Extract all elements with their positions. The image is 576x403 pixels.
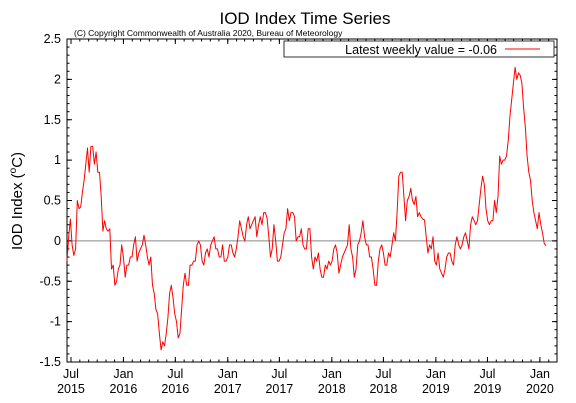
y-tick-label: 0.5 xyxy=(44,194,61,208)
y-axis-label-unit: C) xyxy=(9,152,26,168)
legend-label: Latest weekly value = -0.06 xyxy=(345,43,497,57)
x-tick-month: Jul xyxy=(375,367,391,381)
x-tick-month: Jan xyxy=(530,367,550,381)
x-tick-month: Jan xyxy=(218,367,238,381)
x-tick-month: Jul xyxy=(63,367,79,381)
plot-frame xyxy=(66,38,558,363)
chart-title: IOD Index Time Series xyxy=(219,9,390,28)
y-axis-label-degree: o xyxy=(8,167,19,173)
x-tick-year: 2017 xyxy=(214,382,242,396)
iod-series-line xyxy=(66,66,547,351)
x-axis: Jul2015Jan2016Jul2016Jan2017Jul2017Jan20… xyxy=(57,39,558,396)
y-tick-label: 2.5 xyxy=(44,32,61,46)
x-tick-year: 2018 xyxy=(369,382,397,396)
x-tick-month: Jul xyxy=(167,367,183,381)
y-axis-label-main: IOD Index ( xyxy=(9,173,26,250)
x-tick-year: 2015 xyxy=(57,382,85,396)
x-tick-month: Jan xyxy=(426,367,446,381)
y-tick-label: 1 xyxy=(54,153,61,167)
x-tick-month: Jul xyxy=(479,367,495,381)
chart-copyright: (C) Copyright Commonwealth of Australia … xyxy=(74,28,343,38)
x-tick-year: 2016 xyxy=(161,382,189,396)
legend-box xyxy=(283,40,555,58)
y-axis: -1.5 -1 -0.5 0 0.5 1 1.5 2 2.5 xyxy=(39,32,557,369)
y-tick-label: 0 xyxy=(54,234,61,248)
y-tick-label: 1.5 xyxy=(44,113,61,127)
legend: Latest weekly value = -0.06 xyxy=(283,40,555,58)
x-tick-year: 2018 xyxy=(318,382,346,396)
x-tick-month: Jul xyxy=(271,367,287,381)
y-axis-label: IOD Index (oC) xyxy=(8,152,26,250)
y-tick-label: -1 xyxy=(50,315,61,329)
x-tick-year: 2020 xyxy=(526,382,554,396)
x-tick-year: 2017 xyxy=(265,382,293,396)
y-tick-label: 2 xyxy=(54,72,61,86)
x-tick-year: 2019 xyxy=(474,382,502,396)
x-tick-month: Jan xyxy=(322,367,342,381)
x-tick-year: 2016 xyxy=(110,382,138,396)
y-tick-label: -0.5 xyxy=(39,274,61,288)
x-tick-month: Jan xyxy=(113,367,133,381)
x-tick-year: 2019 xyxy=(422,382,450,396)
y-tick-label: -1.5 xyxy=(39,355,61,369)
